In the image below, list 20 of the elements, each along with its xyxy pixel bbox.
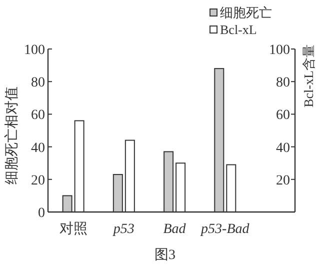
y-tick-label: 100: [24, 43, 45, 58]
x-tick-label: 对照: [59, 221, 88, 237]
y-tick-label: 20: [31, 173, 45, 188]
y-tick-label: 0: [38, 206, 45, 221]
legend-label: Bcl-xL: [220, 22, 257, 37]
y2-tick-label: 20: [276, 173, 290, 188]
y-axis-title: 细胞死亡相对值: [4, 86, 20, 184]
x-tick-label: Bad: [163, 222, 187, 237]
y2-axis-title: Bcl-xL含量: [301, 44, 316, 108]
y2-tick-label: 60: [276, 108, 290, 124]
y2-tick-label: 100: [269, 43, 290, 58]
legend-label: 细胞死亡: [220, 5, 272, 20]
y2-tick-label: 80: [276, 76, 290, 91]
x-tick-label: p53-Bad: [200, 222, 250, 237]
y2-tick-label: 40: [276, 140, 290, 156]
y-tick-label: 80: [31, 76, 45, 91]
caption: 图3: [154, 248, 176, 263]
y-tick-label: 40: [31, 140, 45, 156]
x-tick-label: p53: [112, 222, 134, 237]
y-tick-label: 60: [31, 108, 45, 124]
